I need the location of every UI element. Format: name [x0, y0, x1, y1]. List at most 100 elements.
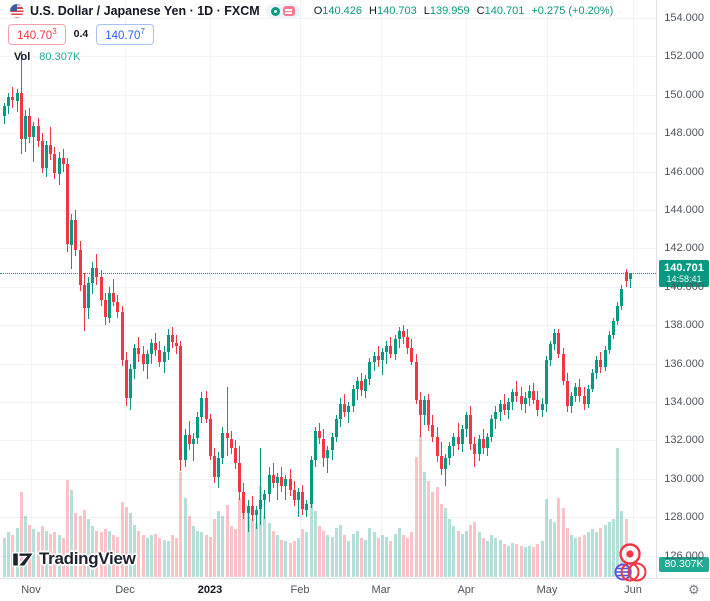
candle-body: [28, 115, 32, 137]
bid-price: 140.70: [17, 29, 53, 42]
volume-bar: [502, 544, 506, 577]
candle-body: [507, 402, 510, 410]
price-gridline: [0, 555, 656, 557]
settings-gear-icon[interactable]: ⚙: [688, 582, 700, 597]
candle-body: [494, 411, 498, 420]
price-gridline: [0, 56, 656, 58]
volume-bar: [528, 545, 531, 577]
volume-bar: [603, 524, 607, 577]
sell-button[interactable]: 140.703: [8, 24, 66, 45]
candle-body: [565, 380, 569, 406]
candle-body: [267, 475, 271, 495]
candle-body: [511, 392, 515, 402]
volume-current-value: 80.307K: [39, 51, 81, 63]
volume-bar: [612, 518, 615, 577]
candle-wick: [457, 423, 459, 450]
time-gridline: [210, 0, 211, 578]
volume-bar: [330, 536, 334, 577]
candle-body: [456, 436, 460, 445]
candle-body: [410, 348, 414, 362]
candle-body: [435, 436, 439, 456]
candle-body: [40, 140, 44, 168]
time-tick-label: Apr: [457, 584, 475, 596]
volume-bar: [234, 529, 237, 577]
symbol-status-toggles[interactable]: [265, 4, 300, 18]
volume-bar: [347, 541, 351, 577]
candle-body: [414, 361, 418, 401]
volume-bar: [150, 535, 153, 577]
volume-bar: [103, 529, 107, 577]
candle-body: [473, 444, 477, 454]
candle-body: [145, 354, 149, 364]
candle-body: [297, 492, 300, 500]
market-status-icon[interactable]: [282, 6, 295, 16]
volume-bar: [276, 535, 279, 577]
volume-bar: [87, 518, 90, 577]
candle-body: [19, 92, 23, 139]
candle-body: [368, 361, 372, 379]
candle-body: [116, 302, 120, 312]
annotation-scribble-icon[interactable]: [614, 562, 647, 582]
time-tick-label: Feb: [290, 584, 310, 596]
volume-bar: [229, 526, 233, 577]
time-axis[interactable]: ⚙ Nov Dec 2023 Feb Mar Apr May Jun: [0, 578, 710, 601]
candle-body: [322, 438, 326, 458]
volume-bar: [549, 518, 552, 577]
volume-bar: [280, 539, 284, 577]
volume-bar: [477, 532, 481, 577]
candle-body: [397, 331, 401, 339]
volume-bar: [45, 530, 48, 577]
candle-body: [570, 396, 573, 406]
candle-body: [330, 436, 334, 450]
volume-bar: [523, 547, 527, 577]
candle-body: [213, 455, 216, 477]
volume-bar: [578, 536, 582, 577]
volume-bar: [448, 518, 452, 577]
symbol-title[interactable]: U.S. Dollar / Japanese Yen · 1D · FXCM: [30, 4, 260, 18]
price-gridline: [0, 210, 656, 211]
candle-body: [3, 106, 6, 116]
candle-body: [553, 332, 557, 345]
buy-button[interactable]: 140.707: [96, 24, 154, 45]
volume-bar: [460, 533, 464, 577]
candle-body: [578, 386, 582, 397]
candle-body: [234, 448, 237, 464]
volume-bar: [402, 535, 405, 577]
data-status-dot-icon[interactable]: [270, 6, 280, 16]
candle-body: [586, 388, 590, 404]
volume-bar: [326, 535, 330, 577]
candle-wick: [386, 340, 388, 364]
volume-bar: [486, 541, 489, 577]
tradingview-logo[interactable]: TradingView: [12, 549, 136, 569]
candle-body: [448, 446, 452, 458]
candle-body: [309, 459, 313, 504]
candle-wick: [298, 488, 299, 518]
symbol-legend[interactable]: U.S. Dollar / Japanese Yen · 1D · FXCM O…: [10, 4, 613, 18]
price-gridline: [0, 440, 656, 442]
volume-legend[interactable]: Vol 80.307K: [14, 51, 80, 63]
volume-bar: [481, 538, 485, 577]
candle-body: [402, 331, 405, 337]
candle-body: [444, 457, 447, 470]
volume-bar: [444, 508, 447, 577]
chart-pane[interactable]: [0, 0, 656, 578]
candle-body: [477, 438, 481, 454]
candle-body: [103, 300, 107, 318]
volume-bar: [616, 448, 620, 577]
candle-body: [313, 430, 317, 460]
candle-body: [171, 334, 174, 343]
price-gridline: [0, 286, 656, 288]
candle-body: [263, 494, 267, 500]
volume-bar: [561, 508, 565, 577]
open-label: O: [313, 5, 323, 17]
volume-bar: [91, 526, 95, 577]
candle-body: [108, 292, 111, 318]
volume-bar: [469, 524, 473, 577]
volume-bar: [376, 538, 380, 577]
close-value: 140.701: [484, 5, 525, 17]
volume-bar: [49, 533, 53, 577]
volume-bar: [175, 538, 179, 577]
candle-body: [318, 430, 321, 439]
candle-body: [549, 344, 552, 360]
price-axis[interactable]: 140.701 14:58:41 80.307K 154.000 152.000 1…: [656, 0, 710, 578]
